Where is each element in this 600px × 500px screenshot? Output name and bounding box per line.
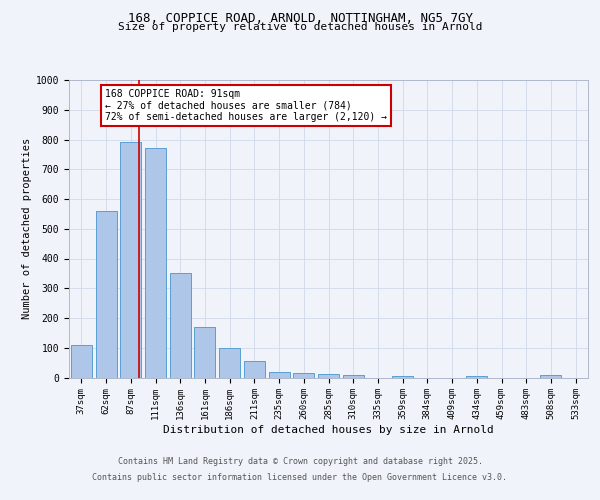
Text: Contains public sector information licensed under the Open Government Licence v3: Contains public sector information licen…: [92, 472, 508, 482]
Text: Size of property relative to detached houses in Arnold: Size of property relative to detached ho…: [118, 22, 482, 32]
Bar: [244, 361, 265, 378]
Bar: [293, 373, 314, 378]
Text: Contains HM Land Registry data © Crown copyright and database right 2025.: Contains HM Land Registry data © Crown c…: [118, 458, 482, 466]
Bar: [343, 375, 364, 378]
Bar: [95, 211, 116, 378]
Text: 168, COPPICE ROAD, ARNOLD, NOTTINGHAM, NG5 7GY: 168, COPPICE ROAD, ARNOLD, NOTTINGHAM, N…: [128, 12, 473, 26]
Bar: [269, 372, 290, 378]
X-axis label: Distribution of detached houses by size in Arnold: Distribution of detached houses by size …: [163, 425, 494, 435]
Bar: [466, 376, 487, 378]
Bar: [219, 348, 240, 378]
Bar: [392, 376, 413, 378]
Bar: [194, 327, 215, 378]
Bar: [71, 345, 92, 378]
Y-axis label: Number of detached properties: Number of detached properties: [22, 138, 32, 320]
Bar: [318, 374, 339, 378]
Text: 168 COPPICE ROAD: 91sqm
← 27% of detached houses are smaller (784)
72% of semi-d: 168 COPPICE ROAD: 91sqm ← 27% of detache…: [106, 89, 388, 122]
Bar: [120, 142, 141, 378]
Bar: [145, 148, 166, 378]
Bar: [541, 375, 562, 378]
Bar: [170, 274, 191, 378]
